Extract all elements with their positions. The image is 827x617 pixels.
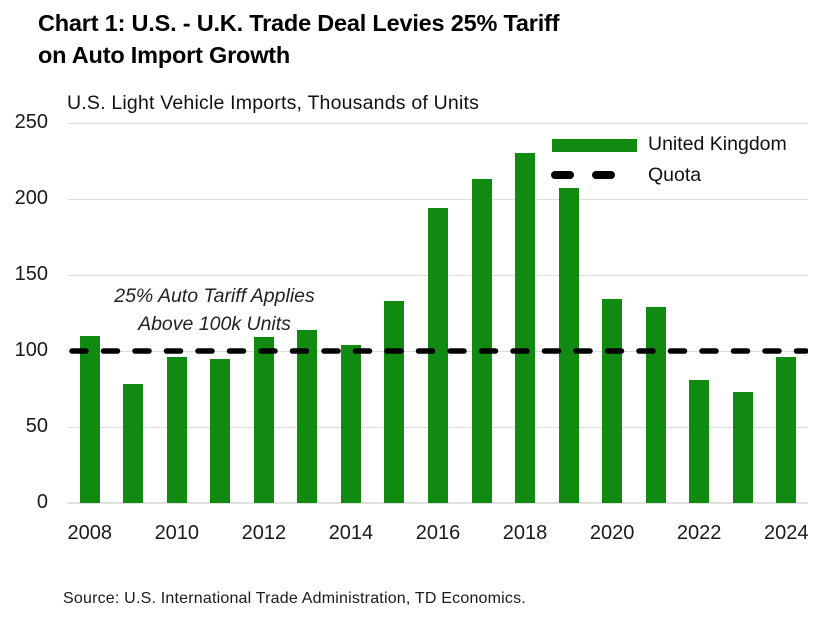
bar-2018	[515, 153, 536, 503]
bar-2022	[689, 379, 710, 503]
bar-2009	[123, 384, 144, 503]
gridline-250	[68, 122, 808, 124]
legend-label-quota: Quota	[648, 164, 702, 186]
legend-bar-swatch	[552, 139, 637, 152]
y-tick-label-0: 0	[36, 491, 48, 513]
bar-2013	[297, 329, 318, 503]
x-tick-label-2018: 2018	[502, 522, 548, 544]
y-tick-label-50: 50	[25, 415, 48, 437]
y-tick-label-150: 150	[14, 263, 48, 285]
bar-2014	[340, 344, 361, 503]
x-tick-label-2024: 2024	[763, 522, 809, 544]
x-tick-label-2016: 2016	[415, 522, 461, 544]
legend-dash-icon	[551, 171, 574, 179]
y-tick-label-200: 200	[14, 187, 48, 209]
annotation-tariff-note: 25% Auto Tariff Applies Above 100k Units	[114, 285, 315, 335]
bar-2010	[166, 357, 187, 503]
legend-label-united-kingdom: United Kingdom	[648, 133, 787, 155]
legend-dash-icon	[592, 171, 615, 179]
x-tick-label-2014: 2014	[328, 522, 374, 544]
x-tick-label-2010: 2010	[154, 522, 200, 544]
y-tick-label-100: 100	[14, 339, 48, 361]
x-tick-label-2012: 2012	[241, 522, 287, 544]
y-tick-label-250: 250	[14, 111, 48, 133]
bar-2016	[428, 208, 448, 503]
bar-2012	[253, 337, 274, 503]
chart-subtitle: U.S. Light Vehicle Imports, Thousands of…	[67, 92, 480, 114]
bar-2019	[558, 188, 579, 503]
gridline-200	[68, 198, 808, 200]
quota-line	[69, 348, 808, 354]
bar-2024	[776, 357, 797, 503]
bar-2021	[645, 306, 666, 503]
bar-2011	[210, 358, 231, 503]
bar-2015	[384, 300, 405, 503]
x-tick-label-2020: 2020	[589, 522, 635, 544]
x-tick-label-2022: 2022	[676, 522, 722, 544]
gridline-0	[68, 502, 808, 504]
bar-2023	[732, 392, 753, 503]
x-tick-label-2008: 2008	[67, 522, 113, 544]
bar-2020	[602, 299, 623, 503]
plot-area	[68, 122, 808, 504]
source-note: Source: U.S. International Trade Adminis…	[63, 590, 526, 607]
bar-2008	[79, 335, 100, 503]
chart-title: Chart 1: U.S. - U.K. Trade Deal Levies 2…	[38, 10, 560, 68]
bar-2017	[471, 179, 492, 503]
